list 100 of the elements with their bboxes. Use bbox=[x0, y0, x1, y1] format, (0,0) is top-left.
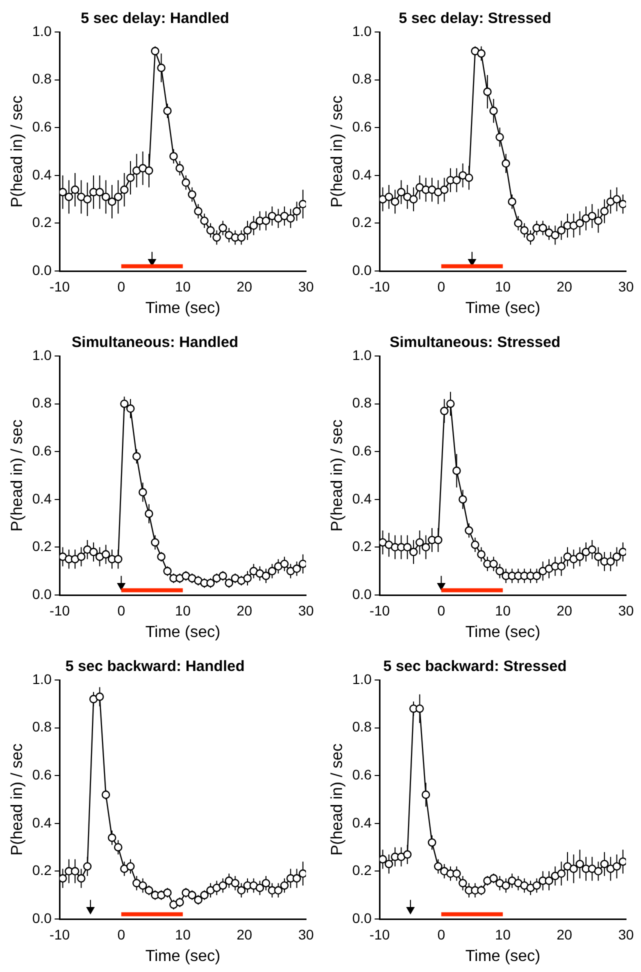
point bbox=[188, 190, 196, 199]
x-axis-title: Time (sec) bbox=[145, 624, 220, 641]
point bbox=[126, 404, 135, 413]
point bbox=[218, 572, 228, 580]
point bbox=[262, 572, 270, 580]
point bbox=[194, 896, 202, 904]
point bbox=[95, 692, 104, 701]
point bbox=[188, 890, 196, 900]
x-tick-label: 20 bbox=[236, 602, 252, 618]
point bbox=[464, 174, 474, 182]
point bbox=[86, 906, 95, 914]
point bbox=[120, 400, 129, 408]
y-tick-label: 1.0 bbox=[352, 346, 372, 363]
point bbox=[436, 582, 446, 590]
point bbox=[163, 106, 172, 116]
point bbox=[569, 221, 578, 230]
point bbox=[600, 207, 609, 216]
point bbox=[470, 540, 480, 550]
point bbox=[144, 886, 154, 895]
point bbox=[380, 855, 387, 864]
point bbox=[434, 536, 442, 544]
y-tick-label: 0.2 bbox=[352, 214, 372, 230]
x-tick-label: 20 bbox=[236, 926, 252, 942]
point bbox=[576, 860, 584, 868]
point bbox=[163, 566, 172, 576]
point bbox=[157, 552, 166, 561]
point bbox=[489, 560, 498, 568]
point bbox=[95, 188, 104, 196]
point bbox=[150, 538, 160, 547]
y-tick-label: 0.0 bbox=[32, 262, 52, 278]
y-tick-label: 0.8 bbox=[32, 718, 52, 735]
point bbox=[286, 566, 295, 576]
point bbox=[397, 852, 406, 862]
y-tick-label: 1.0 bbox=[352, 670, 372, 687]
point bbox=[496, 566, 504, 576]
point bbox=[440, 406, 449, 416]
point bbox=[60, 552, 67, 561]
y-axis-title: P(head in) / sec bbox=[329, 743, 346, 856]
y-tick-label: 0.8 bbox=[32, 394, 52, 411]
point bbox=[144, 510, 154, 518]
point bbox=[206, 226, 215, 235]
point bbox=[268, 566, 276, 576]
x-tick-label: 0 bbox=[117, 602, 126, 618]
point bbox=[77, 192, 86, 202]
point bbox=[440, 186, 449, 194]
x-axis-title: Time (sec) bbox=[465, 624, 540, 641]
x-axis-title: Time (sec) bbox=[465, 948, 540, 965]
y-tick-label: 0.0 bbox=[352, 586, 372, 602]
y-tick-label: 0.0 bbox=[352, 262, 372, 278]
point bbox=[446, 400, 455, 408]
point bbox=[594, 552, 602, 561]
point bbox=[409, 548, 418, 556]
x-axis-title: Time (sec) bbox=[465, 300, 540, 317]
x-tick-label: 20 bbox=[236, 278, 252, 294]
x-tick-label: -10 bbox=[50, 278, 70, 294]
point bbox=[496, 878, 504, 888]
x-tick-label: 20 bbox=[556, 602, 572, 618]
point bbox=[163, 888, 172, 897]
point bbox=[612, 552, 621, 561]
point bbox=[116, 582, 126, 590]
point bbox=[403, 850, 412, 859]
x-tick-label: 20 bbox=[556, 926, 572, 942]
point bbox=[576, 552, 584, 561]
point bbox=[176, 164, 184, 172]
point bbox=[176, 898, 184, 906]
y-tick-label: 0.4 bbox=[352, 490, 372, 506]
point bbox=[114, 192, 122, 202]
point bbox=[557, 869, 566, 878]
point bbox=[569, 554, 578, 564]
x-tick-label: 10 bbox=[175, 278, 191, 294]
y-tick-label: 0.8 bbox=[352, 70, 372, 87]
point bbox=[212, 574, 221, 582]
point bbox=[280, 560, 289, 568]
y-tick-label: 0.0 bbox=[32, 586, 52, 602]
point bbox=[618, 857, 626, 866]
y-tick-label: 0.6 bbox=[32, 118, 52, 134]
point bbox=[60, 874, 67, 883]
point bbox=[514, 878, 522, 888]
point bbox=[102, 192, 110, 202]
point bbox=[108, 197, 116, 206]
x-tick-label: -10 bbox=[50, 926, 70, 942]
x-tick-label: 30 bbox=[298, 602, 314, 618]
point bbox=[532, 881, 541, 890]
point bbox=[144, 166, 154, 175]
point bbox=[218, 881, 228, 890]
point bbox=[594, 867, 602, 876]
y-tick-label: 0.8 bbox=[32, 70, 52, 87]
point bbox=[298, 560, 306, 568]
y-tick-label: 0.4 bbox=[32, 814, 52, 830]
point bbox=[544, 876, 554, 885]
point bbox=[108, 834, 116, 842]
x-tick-label: 0 bbox=[437, 602, 446, 618]
point bbox=[576, 219, 584, 228]
x-tick-label: 10 bbox=[495, 278, 511, 294]
point bbox=[274, 886, 282, 895]
point bbox=[262, 216, 270, 226]
point bbox=[452, 869, 461, 878]
point bbox=[200, 216, 209, 226]
point bbox=[526, 233, 535, 242]
y-tick-label: 0.8 bbox=[352, 394, 372, 411]
